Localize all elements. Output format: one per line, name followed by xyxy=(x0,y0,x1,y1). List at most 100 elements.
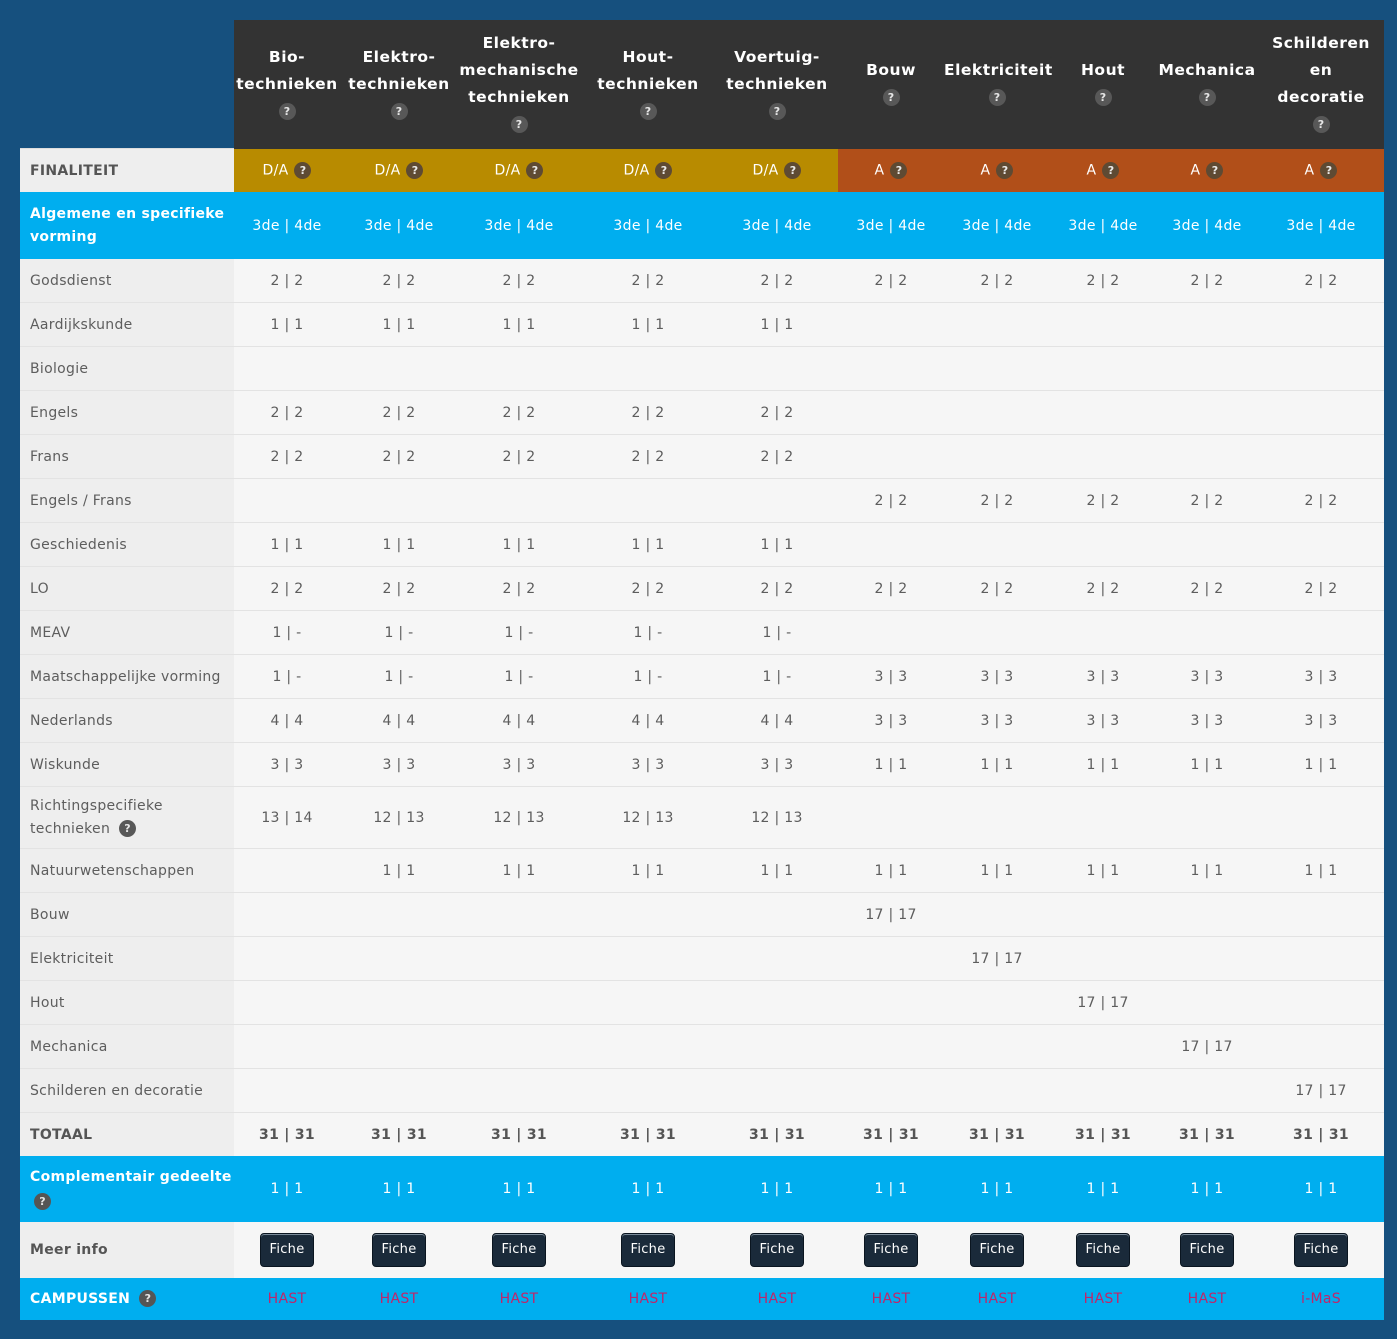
help-icon[interactable]: ? xyxy=(655,161,673,179)
hours-cell xyxy=(1050,302,1156,347)
complementair-cell: 1 | 1 xyxy=(458,1156,580,1222)
campussen-row: CAMPUSSEN ? HAST HAST HAST HAST HAST HAST HAST H… xyxy=(20,1278,1384,1320)
hours-cell xyxy=(458,1024,580,1069)
hours-cell: 3 | 3 xyxy=(1258,698,1384,743)
help-icon[interactable]: ? xyxy=(1320,161,1338,179)
fiche-button[interactable]: Fiche xyxy=(1294,1233,1348,1267)
hours-cell: 2 | 2 xyxy=(1050,259,1156,303)
vorming-cell-6: 3de | 4de xyxy=(944,192,1050,259)
finaliteit-cell-2: D/A? xyxy=(458,148,580,192)
campus-cell: HAST xyxy=(838,1278,944,1320)
hours-cell xyxy=(1258,522,1384,567)
hours-cell: 1 | 1 xyxy=(1156,742,1258,787)
hours-cell: 2 | 2 xyxy=(1050,566,1156,611)
hours-cell xyxy=(944,302,1050,347)
campus-link[interactable]: HAST xyxy=(1187,1291,1227,1307)
help-icon[interactable]: ? xyxy=(278,102,296,120)
hours-cell xyxy=(1050,434,1156,479)
column-header-1: Elektro-technieken? xyxy=(340,20,458,149)
fiche-cell: Fiche xyxy=(580,1222,716,1278)
hours-cell xyxy=(1156,786,1258,849)
help-icon[interactable]: ? xyxy=(526,161,544,179)
subject-label: Aardijkskunde xyxy=(20,302,234,347)
hours-cell xyxy=(716,1068,838,1113)
hours-cell: 3 | 3 xyxy=(580,742,716,787)
fiche-button[interactable]: Fiche xyxy=(1180,1233,1234,1267)
hours-cell: 1 | 1 xyxy=(1258,742,1384,787)
complementair-cell: 1 | 1 xyxy=(838,1156,944,1222)
help-icon[interactable]: ? xyxy=(1312,116,1330,134)
hours-cell: 1 | - xyxy=(716,610,838,655)
hours-cell xyxy=(1050,936,1156,981)
fiche-button[interactable]: Fiche xyxy=(621,1233,675,1267)
subject-label: Natuurwetenschappen xyxy=(20,848,234,893)
help-icon[interactable]: ? xyxy=(406,161,424,179)
campus-link[interactable]: HAST xyxy=(628,1291,668,1307)
help-icon[interactable]: ? xyxy=(510,116,528,134)
hours-cell: 17 | 17 xyxy=(838,892,944,937)
campus-link[interactable]: HAST xyxy=(1083,1291,1123,1307)
complementair-label-text: Complementair gedeelte xyxy=(30,1169,232,1185)
subject-label: Wiskunde xyxy=(20,742,234,787)
campus-link[interactable]: HAST xyxy=(499,1291,539,1307)
column-title-line: Hout- xyxy=(622,47,674,66)
hours-cell: 1 | 1 xyxy=(234,522,340,567)
finaliteit-cell-0: D/A? xyxy=(234,148,340,192)
hours-cell: 2 | 2 xyxy=(838,478,944,523)
help-icon[interactable]: ? xyxy=(1206,161,1224,179)
hours-cell: 1 | - xyxy=(580,610,716,655)
help-icon[interactable]: ? xyxy=(639,102,657,120)
hours-cell xyxy=(944,390,1050,435)
column-title-line: Elektro- xyxy=(362,47,436,66)
help-icon[interactable]: ? xyxy=(890,161,908,179)
fiche-button[interactable]: Fiche xyxy=(372,1233,426,1267)
hours-cell xyxy=(1050,346,1156,391)
fiche-button[interactable]: Fiche xyxy=(492,1233,546,1267)
subject-label: Mechanica xyxy=(20,1024,234,1069)
campus-link[interactable]: HAST xyxy=(757,1291,797,1307)
hours-cell: 1 | 1 xyxy=(340,522,458,567)
hours-cell xyxy=(340,1068,458,1113)
campus-cell: HAST xyxy=(944,1278,1050,1320)
help-icon[interactable]: ? xyxy=(988,89,1006,107)
help-icon[interactable]: ? xyxy=(34,1192,51,1210)
help-icon[interactable]: ? xyxy=(996,161,1014,179)
hours-cell xyxy=(1050,522,1156,567)
hours-cell: 1 | 1 xyxy=(1050,848,1156,893)
column-title-line: Bio- xyxy=(268,47,306,66)
campus-link[interactable]: HAST xyxy=(871,1291,911,1307)
hours-cell xyxy=(1258,390,1384,435)
help-icon[interactable]: ? xyxy=(1102,161,1120,179)
campussen-label-text: CAMPUSSEN xyxy=(30,1290,131,1307)
hours-cell: 3 | 3 xyxy=(716,742,838,787)
fiche-button[interactable]: Fiche xyxy=(260,1233,314,1267)
help-icon[interactable]: ? xyxy=(139,1290,157,1307)
help-icon[interactable]: ? xyxy=(118,820,136,837)
fiche-button[interactable]: Fiche xyxy=(750,1233,804,1267)
hours-cell: 2 | 2 xyxy=(944,566,1050,611)
hours-cell: 2 | 2 xyxy=(234,434,340,479)
campus-link[interactable]: HAST xyxy=(267,1291,307,1307)
campus-link[interactable]: i-MaS xyxy=(1301,1291,1341,1307)
help-icon[interactable]: ? xyxy=(882,89,900,107)
campus-link[interactable]: HAST xyxy=(977,1291,1017,1307)
column-header-5: Bouw? xyxy=(838,20,944,149)
hours-cell: 1 | 1 xyxy=(838,848,944,893)
hours-cell xyxy=(1258,786,1384,849)
help-icon[interactable]: ? xyxy=(390,102,408,120)
campus-link[interactable]: HAST xyxy=(379,1291,419,1307)
hours-cell xyxy=(838,936,944,981)
help-icon[interactable]: ? xyxy=(294,161,312,179)
help-icon[interactable]: ? xyxy=(784,161,802,179)
fiche-button[interactable]: Fiche xyxy=(864,1233,918,1267)
hours-cell: 2 | 2 xyxy=(234,566,340,611)
help-icon[interactable]: ? xyxy=(1094,89,1112,107)
fiche-button[interactable]: Fiche xyxy=(1076,1233,1130,1267)
campus-cell: HAST xyxy=(1050,1278,1156,1320)
help-icon[interactable]: ? xyxy=(768,102,786,120)
vorming-cell-4: 3de | 4de xyxy=(716,192,838,259)
fiche-cell: Fiche xyxy=(340,1222,458,1278)
hours-cell xyxy=(340,478,458,523)
fiche-button[interactable]: Fiche xyxy=(970,1233,1024,1267)
help-icon[interactable]: ? xyxy=(1198,89,1216,107)
